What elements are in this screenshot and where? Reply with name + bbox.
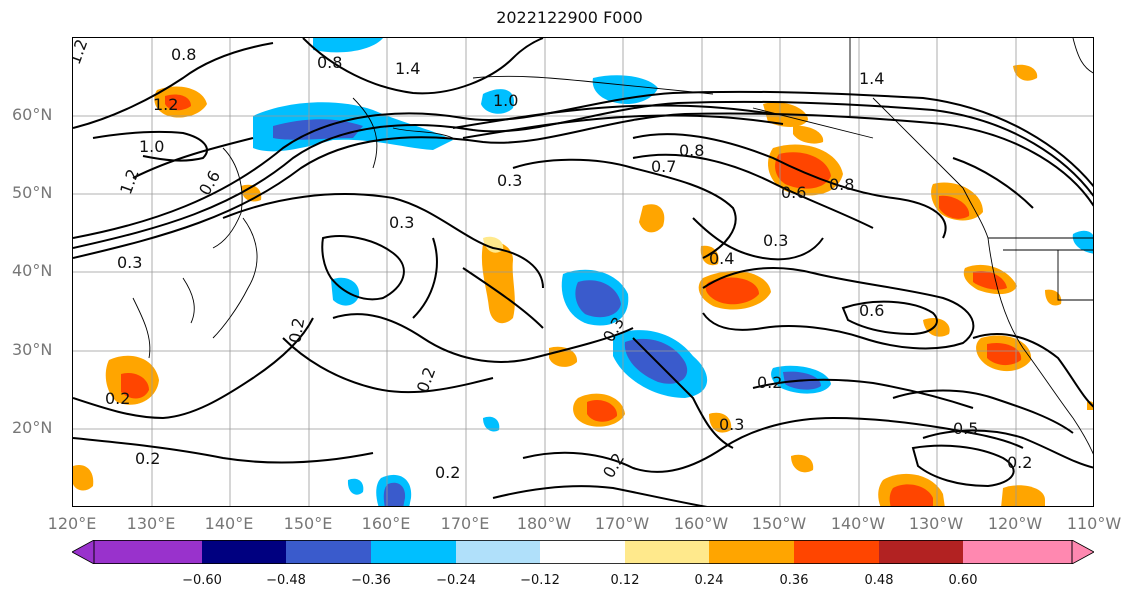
contour-label: 1.4 xyxy=(859,69,884,88)
colorbar-tick: −0.48 xyxy=(266,573,306,588)
contour-label: 0.2 xyxy=(285,316,308,344)
colorbar-tick: 0.60 xyxy=(948,573,978,588)
colorbar-segment xyxy=(540,540,625,564)
contour-label: 0.2 xyxy=(105,389,130,408)
contour-label: 1.4 xyxy=(395,59,420,78)
lon-label-110w: 110°W xyxy=(1066,514,1122,533)
colorbar-high-arrow xyxy=(1071,540,1094,564)
colorbar-tick: −0.36 xyxy=(351,573,391,588)
colorbar-tick: −0.60 xyxy=(182,573,222,588)
contour-label: 1.2 xyxy=(73,38,91,67)
lon-label-130w: 130°W xyxy=(908,514,964,533)
contour-label: 1.2 xyxy=(116,166,143,196)
colorbar-segment xyxy=(456,540,540,564)
lat-label-30n: 30°N xyxy=(12,340,53,359)
contour-label: 0.2 xyxy=(435,463,460,482)
map-title: 2022122900 F000 xyxy=(496,8,643,27)
contour-label: 1.0 xyxy=(493,91,518,110)
map-canvas: 1.2 0.8 0.8 1.4 1.2 1.0 1.0 0.8 1.2 0.6 … xyxy=(73,38,1093,506)
contour-label: 0.3 xyxy=(497,171,522,190)
contour-label: 0.3 xyxy=(719,415,744,434)
lat-label-60n: 60°N xyxy=(12,105,53,124)
lat-label-40n: 40°N xyxy=(12,261,53,280)
contour-label: 0.7 xyxy=(651,157,676,176)
map-panel: 1.2 0.8 0.8 1.4 1.2 1.0 1.0 0.8 1.2 0.6 … xyxy=(72,37,1094,507)
lon-label-120w: 120°W xyxy=(987,514,1043,533)
contour-label: 0.8 xyxy=(829,175,854,194)
colorbar-segment xyxy=(371,540,456,564)
contour-label: 0.3 xyxy=(763,231,788,250)
contour-label: 0.8 xyxy=(171,45,196,64)
colorbar-segments xyxy=(94,540,1072,564)
contour-label: 0.2 xyxy=(135,449,160,468)
lon-label-140e: 140°E xyxy=(204,514,254,533)
contour-label: 0.3 xyxy=(117,253,142,272)
lon-label-120e: 120°E xyxy=(47,514,97,533)
lon-label-150w: 150°W xyxy=(751,514,807,533)
contour-labels: 1.2 0.8 0.8 1.4 1.2 1.0 1.0 0.8 1.2 0.6 … xyxy=(73,38,1032,482)
colorbar-segment xyxy=(202,540,286,564)
contour-label: 0.8 xyxy=(317,53,342,72)
colorbar-segment xyxy=(94,540,202,564)
lon-label-170w: 170°W xyxy=(594,514,650,533)
colorbar-tick: 0.36 xyxy=(779,573,809,588)
contour-label: 0.2 xyxy=(1007,453,1032,472)
contour-label: 0.2 xyxy=(757,373,782,392)
colorbar-frame xyxy=(93,540,1073,564)
contour-label: 0.4 xyxy=(709,249,734,268)
lon-label-130e: 130°E xyxy=(126,514,176,533)
contour-label: 0.2 xyxy=(599,450,628,482)
colorbar-segment xyxy=(709,540,794,564)
lat-label-50n: 50°N xyxy=(12,183,53,202)
colorbar xyxy=(72,540,1094,564)
contour-label: 0.8 xyxy=(679,141,704,160)
coastlines xyxy=(132,38,1093,455)
colorbar-tick: 0.12 xyxy=(610,573,640,588)
colorbar-tick: 0.48 xyxy=(864,573,894,588)
colorbar-segment xyxy=(963,540,1072,564)
contour-label: 1.2 xyxy=(153,95,178,114)
contour-label: 0.6 xyxy=(781,183,806,202)
colorbar-tick: 0.24 xyxy=(694,573,724,588)
contour-label: 0.5 xyxy=(953,419,978,438)
contour-label: 0.3 xyxy=(389,213,414,232)
colorbar-tick: −0.12 xyxy=(520,573,560,588)
lon-label-180w: 180°W xyxy=(516,514,572,533)
contour-lines xyxy=(73,38,1093,506)
lon-label-150e: 150°E xyxy=(283,514,333,533)
contour-label: 0.6 xyxy=(859,301,884,320)
colorbar-segment xyxy=(625,540,709,564)
positive-anomaly-shading xyxy=(73,64,1093,506)
lon-label-140w: 140°W xyxy=(830,514,886,533)
contour-label: 1.0 xyxy=(139,137,164,156)
lat-label-20n: 20°N xyxy=(12,418,53,437)
lon-label-160w: 160°W xyxy=(673,514,729,533)
colorbar-low-arrow xyxy=(72,540,95,564)
colorbar-segment xyxy=(879,540,963,564)
colorbar-segment xyxy=(794,540,879,564)
lon-label-170e: 170°E xyxy=(440,514,490,533)
lon-label-160e: 160°E xyxy=(361,514,411,533)
colorbar-segment xyxy=(286,540,371,564)
colorbar-tick: −0.24 xyxy=(436,573,476,588)
